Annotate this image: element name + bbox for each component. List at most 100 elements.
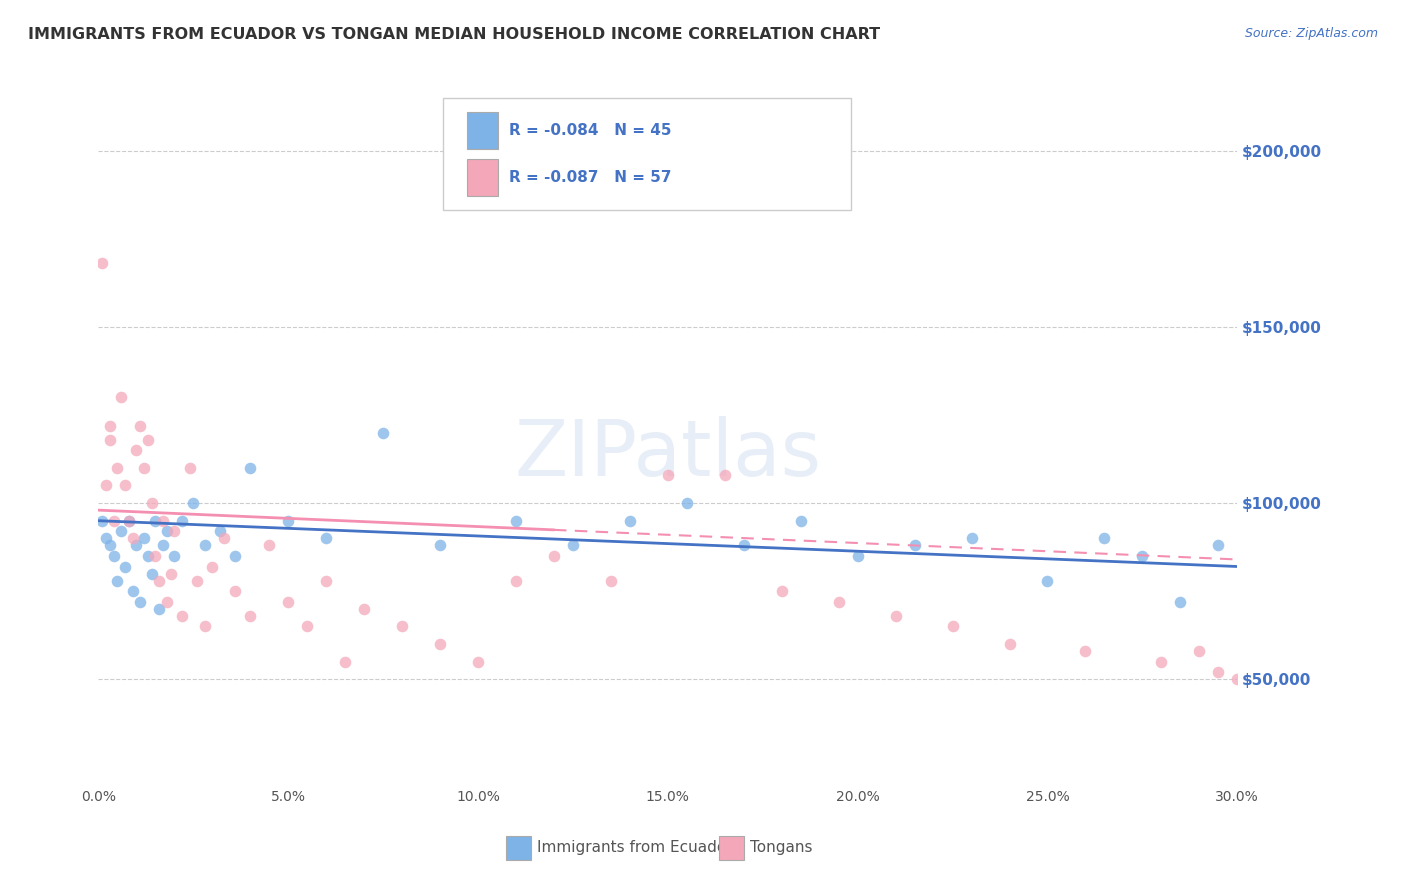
Point bbox=[94, 478, 117, 492]
Text: Immigrants from Ecuador: Immigrants from Ecuador bbox=[537, 840, 733, 855]
Point bbox=[114, 478, 136, 492]
Point bbox=[1246, 637, 1268, 651]
Point bbox=[224, 584, 246, 599]
Point bbox=[98, 418, 121, 433]
Point bbox=[239, 460, 262, 475]
Point bbox=[179, 460, 201, 475]
Point bbox=[91, 256, 114, 270]
Point bbox=[107, 460, 129, 475]
Point bbox=[148, 574, 170, 588]
Point bbox=[1246, 679, 1268, 693]
Point bbox=[657, 467, 679, 482]
Point bbox=[107, 574, 129, 588]
Point bbox=[156, 524, 179, 539]
Point bbox=[1132, 549, 1154, 563]
Point bbox=[170, 608, 193, 623]
Point bbox=[183, 496, 205, 510]
Point bbox=[170, 514, 193, 528]
Point bbox=[141, 496, 163, 510]
Point bbox=[121, 584, 143, 599]
Point bbox=[118, 514, 141, 528]
Text: Source: ZipAtlas.com: Source: ZipAtlas.com bbox=[1244, 27, 1378, 40]
Point bbox=[1150, 655, 1173, 669]
Point bbox=[1284, 700, 1306, 714]
Text: R = -0.087   N = 57: R = -0.087 N = 57 bbox=[509, 170, 672, 185]
Point bbox=[1302, 679, 1324, 693]
Point bbox=[467, 655, 489, 669]
Point bbox=[429, 637, 451, 651]
Point bbox=[1036, 574, 1059, 588]
Text: Tongans: Tongans bbox=[749, 840, 813, 855]
Point bbox=[129, 595, 152, 609]
Point bbox=[770, 584, 793, 599]
Point bbox=[505, 514, 527, 528]
Point bbox=[110, 524, 132, 539]
Point bbox=[1284, 566, 1306, 581]
Point bbox=[277, 595, 299, 609]
Point bbox=[159, 566, 181, 581]
Point bbox=[1188, 644, 1211, 658]
Point bbox=[163, 524, 186, 539]
Point bbox=[125, 538, 148, 552]
Point bbox=[224, 549, 246, 563]
FancyBboxPatch shape bbox=[506, 836, 531, 860]
Point bbox=[201, 559, 224, 574]
Point bbox=[132, 460, 155, 475]
Point bbox=[152, 514, 174, 528]
Point bbox=[998, 637, 1021, 651]
Point bbox=[733, 538, 755, 552]
Point bbox=[145, 549, 167, 563]
Point bbox=[136, 433, 159, 447]
Point bbox=[960, 531, 983, 545]
Text: ZIPatlas: ZIPatlas bbox=[515, 416, 821, 491]
Point bbox=[259, 538, 281, 552]
Point bbox=[194, 538, 217, 552]
Point bbox=[543, 549, 565, 563]
Point bbox=[676, 496, 699, 510]
Point bbox=[163, 549, 186, 563]
Point bbox=[103, 514, 125, 528]
Point bbox=[714, 467, 737, 482]
Point bbox=[371, 425, 394, 440]
Point bbox=[315, 574, 337, 588]
Point bbox=[1226, 673, 1249, 687]
Point bbox=[1264, 690, 1286, 704]
Point bbox=[619, 514, 641, 528]
Point bbox=[152, 538, 174, 552]
Point bbox=[600, 574, 623, 588]
Point bbox=[186, 574, 208, 588]
Point bbox=[156, 595, 179, 609]
Point bbox=[132, 531, 155, 545]
Point bbox=[277, 514, 299, 528]
Point bbox=[94, 531, 117, 545]
Point bbox=[145, 514, 167, 528]
Text: R = -0.084   N = 45: R = -0.084 N = 45 bbox=[509, 123, 672, 137]
Point bbox=[194, 619, 217, 633]
Point bbox=[103, 549, 125, 563]
Point bbox=[1208, 665, 1230, 680]
Point bbox=[136, 549, 159, 563]
Point bbox=[505, 574, 527, 588]
Point bbox=[315, 531, 337, 545]
Point bbox=[114, 559, 136, 574]
Point bbox=[98, 433, 121, 447]
Point bbox=[129, 418, 152, 433]
Point bbox=[1208, 538, 1230, 552]
Point bbox=[828, 595, 851, 609]
Point bbox=[1170, 595, 1192, 609]
Point bbox=[884, 608, 907, 623]
Point bbox=[98, 538, 121, 552]
Point bbox=[239, 608, 262, 623]
Point bbox=[429, 538, 451, 552]
Point bbox=[846, 549, 869, 563]
Point bbox=[942, 619, 965, 633]
Point bbox=[391, 619, 413, 633]
Point bbox=[212, 531, 235, 545]
Point bbox=[335, 655, 357, 669]
Point bbox=[118, 514, 141, 528]
Point bbox=[297, 619, 319, 633]
Point bbox=[208, 524, 231, 539]
Point bbox=[904, 538, 927, 552]
Point bbox=[125, 443, 148, 458]
Point bbox=[1094, 531, 1116, 545]
